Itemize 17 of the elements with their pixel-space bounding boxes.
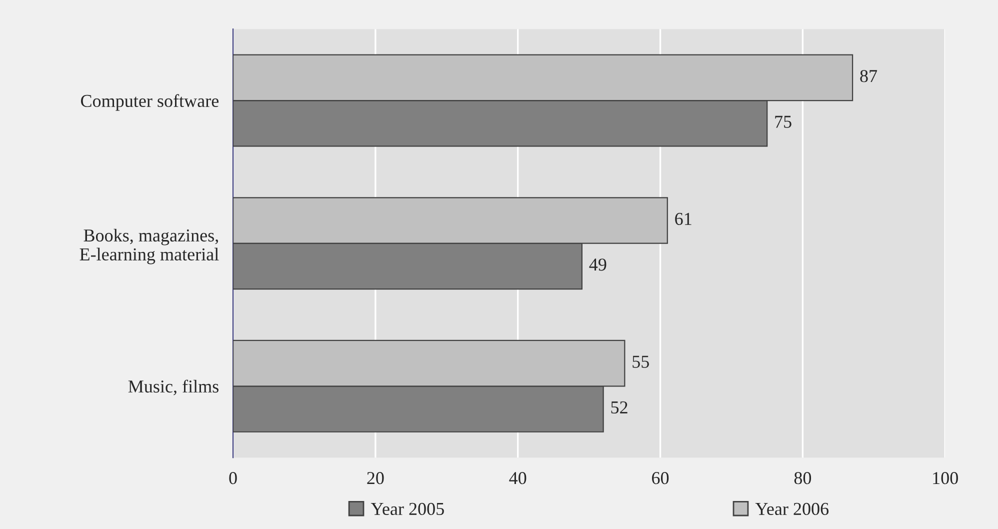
data-label: 75 [775,116,792,128]
x-tick-label: 100 [933,472,958,484]
y-tick-label: Computer software [80,94,219,111]
x-tick-label: 60 [652,472,669,484]
data-label: 87 [860,70,878,82]
data-label: 52 [611,401,628,414]
y-tick-label: Music, films [128,380,218,396]
x-tick-label: 20 [367,472,384,484]
data-label: 49 [589,258,606,271]
x-tick-label: 40 [509,472,526,484]
data-label: 55 [632,356,649,368]
legend-label: Year 2006 [755,502,829,516]
x-tick-label: 0 [229,472,237,484]
legend-label: Year 2005 [370,502,444,516]
x-tick-label: 80 [794,472,812,484]
y-tick-label: Books, magazines, E-learning material [80,228,219,264]
data-label: 61 [675,212,692,226]
